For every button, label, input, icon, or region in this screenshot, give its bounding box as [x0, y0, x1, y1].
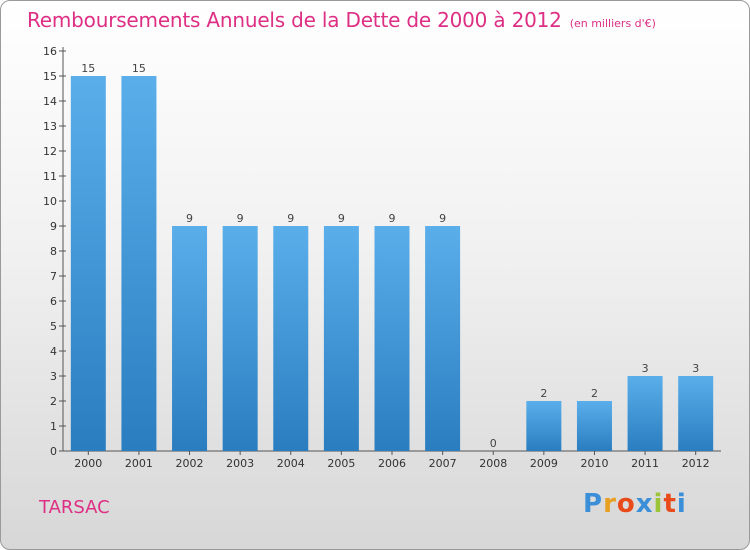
x-tick-label: 2009 — [530, 457, 558, 470]
data-label: 15 — [81, 62, 95, 75]
bar — [222, 226, 258, 451]
y-tick-label: 12 — [43, 145, 57, 158]
bar — [627, 376, 663, 451]
bar — [374, 226, 410, 451]
y-tick-label: 3 — [50, 370, 57, 383]
data-label: 3 — [642, 362, 649, 375]
logo-letter: t — [663, 489, 677, 519]
bar — [121, 76, 157, 451]
y-tick-label: 15 — [43, 70, 57, 83]
y-tick-label: 10 — [43, 195, 57, 208]
chart-unit: (en milliers d'€) — [569, 17, 656, 30]
x-tick-label: 2004 — [277, 457, 305, 470]
y-tick-label: 0 — [50, 445, 57, 458]
x-tick-label: 2002 — [176, 457, 204, 470]
bar — [172, 226, 208, 451]
proxiti-logo: Proxiti — [583, 489, 687, 519]
labels: 2000 15 2001 15 2002 9 2003 9 2004 9 2005 9 2006 9 200… — [74, 62, 709, 470]
data-label: 9 — [338, 212, 345, 225]
y-tick-label: 2 — [50, 395, 57, 408]
bar — [273, 226, 309, 451]
data-label: 9 — [186, 212, 193, 225]
data-label: 9 — [439, 212, 446, 225]
x-tick-label: 2001 — [125, 457, 153, 470]
bar — [70, 76, 106, 451]
logo-letter: i — [676, 489, 687, 519]
chart-title: Remboursements Annuels de la Dette de 20… — [27, 8, 656, 32]
logo-letter: x — [635, 489, 654, 519]
data-label: 9 — [237, 212, 244, 225]
chart-title-text: Remboursements Annuels de la Dette de 20… — [27, 8, 562, 32]
y-tick-label: 8 — [50, 245, 57, 258]
bar — [323, 226, 359, 451]
bar — [576, 401, 612, 451]
x-tick-label: 2012 — [682, 457, 710, 470]
x-tick-label: 2011 — [631, 457, 659, 470]
x-tick-label: 2000 — [74, 457, 102, 470]
logo-letter: o — [616, 489, 636, 519]
y-tick-label: 14 — [43, 95, 57, 108]
commune-name: TARSAC — [39, 497, 110, 518]
y-tick-label: 5 — [50, 320, 57, 333]
logo-letter: P — [583, 489, 604, 519]
data-label: 9 — [287, 212, 294, 225]
bar — [678, 376, 714, 451]
x-tick-label: 2003 — [226, 457, 254, 470]
data-label: 2 — [540, 387, 547, 400]
y-tick-label: 9 — [50, 220, 57, 233]
x-tick-label: 2007 — [429, 457, 457, 470]
x-tick-label: 2010 — [580, 457, 608, 470]
bar — [425, 226, 461, 451]
y-tick-label: 11 — [43, 170, 57, 183]
bar — [526, 401, 562, 451]
logo-letter: i — [653, 489, 664, 519]
bars — [70, 76, 714, 451]
logo-letter: r — [603, 489, 617, 519]
data-label: 0 — [490, 437, 497, 450]
y-tick-label: 4 — [50, 345, 57, 358]
y-tick-label: 7 — [50, 270, 57, 283]
data-label: 3 — [692, 362, 699, 375]
x-tick-label: 2005 — [327, 457, 355, 470]
x-tick-label: 2006 — [378, 457, 406, 470]
y-tick-label: 6 — [50, 295, 57, 308]
data-label: 9 — [389, 212, 396, 225]
y-tick-label: 1 — [50, 420, 57, 433]
data-label: 2 — [591, 387, 598, 400]
data-label: 15 — [132, 62, 146, 75]
x-tick-label: 2008 — [479, 457, 507, 470]
y-tick-label: 13 — [43, 120, 57, 133]
y-tick-label: 16 — [43, 45, 57, 58]
